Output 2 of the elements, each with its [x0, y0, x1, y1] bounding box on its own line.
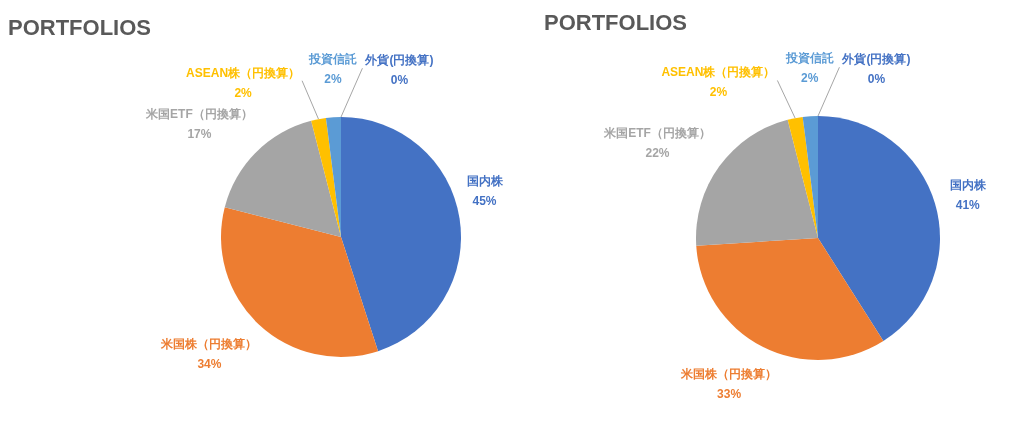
title: PORTFOLIOS — [8, 15, 151, 40]
title: PORTFOLIOS — [544, 10, 687, 35]
